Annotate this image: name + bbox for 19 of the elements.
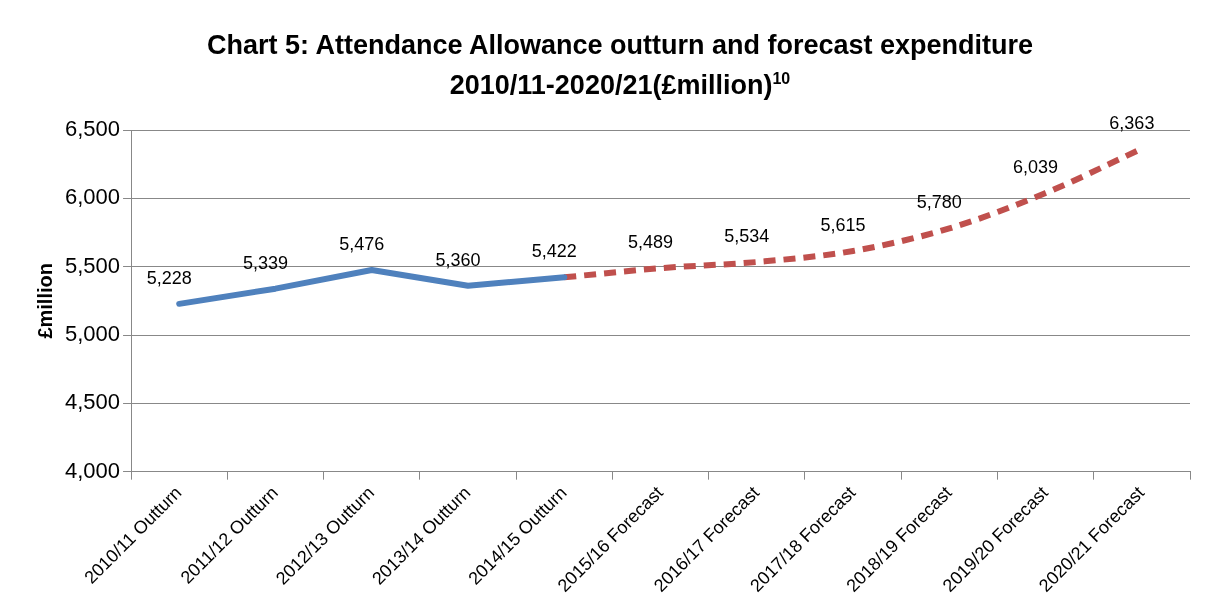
data-label: 5,422: [531, 241, 577, 262]
data-label: 5,228: [146, 267, 192, 288]
y-tick-label: 4,000: [64, 457, 121, 483]
y-tick-label: 6,000: [64, 184, 121, 210]
data-label: 5,615: [820, 214, 866, 235]
data-label: 5,339: [242, 252, 288, 273]
data-label: 5,534: [724, 225, 770, 246]
data-label: 6,363: [1109, 112, 1155, 133]
data-label: 5,360: [435, 249, 481, 270]
data-label: 5,780: [916, 192, 962, 213]
data-label: 6,039: [1013, 156, 1059, 177]
y-tick-label: 5,500: [64, 252, 121, 278]
chart-title: Chart 5: Attendance Allowance outturn and forecast expenditure 2010/11-2020/21(£million)$^{10}$: [205, 29, 1035, 102]
data-label: 5,489: [628, 232, 674, 253]
y-axis-title: £million: [33, 263, 56, 339]
y-tick-label: 6,500: [64, 116, 121, 142]
y-tick-label: 4,500: [64, 389, 121, 415]
y-tick-label: 5,000: [64, 321, 121, 347]
data-label: 5,476: [339, 233, 385, 254]
